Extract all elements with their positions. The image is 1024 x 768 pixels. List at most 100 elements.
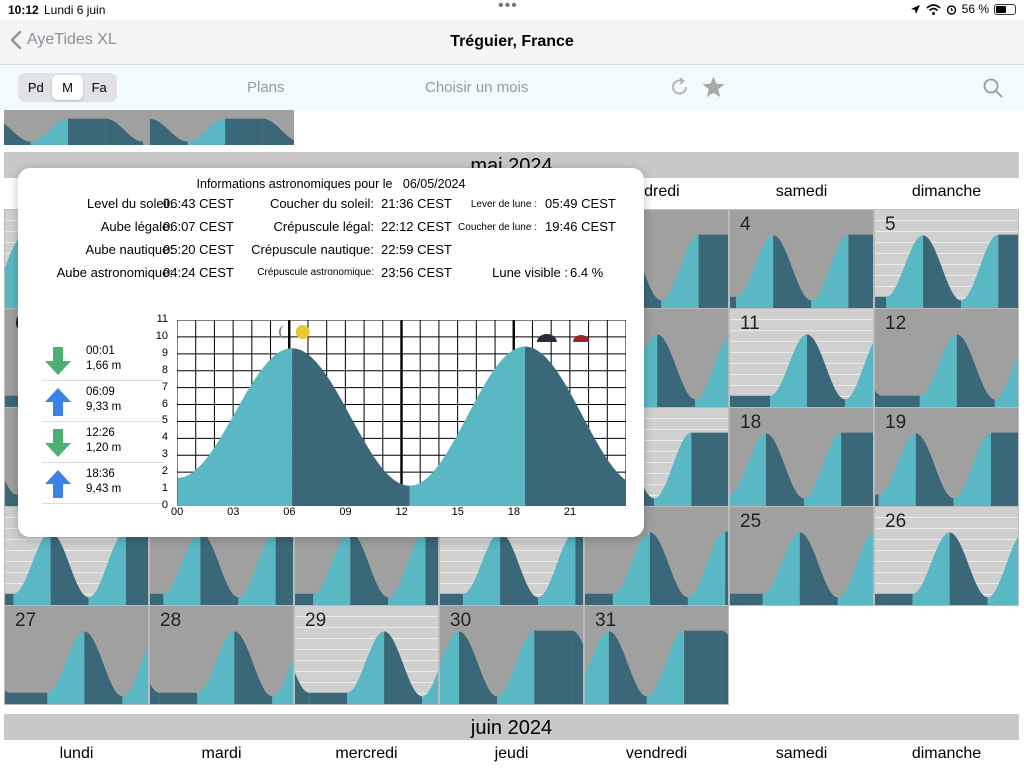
- rising-tide-area: [994, 354, 1018, 407]
- plans-link[interactable]: Plans: [247, 79, 285, 96]
- falling-tide-area: [684, 630, 722, 704]
- segment-fa[interactable]: Fa: [91, 80, 107, 95]
- previous-week-strip: [4, 110, 149, 145]
- y-tick-label: 4: [161, 431, 168, 444]
- y-tick-label: 10: [155, 329, 168, 342]
- tide-chart: [177, 320, 626, 506]
- segment-pd[interactable]: Pd: [27, 80, 44, 95]
- view-segmented-control: Pd M Fa: [18, 73, 117, 102]
- calendar-day-cell[interactable]: 25: [729, 506, 874, 606]
- y-tick-label: 1: [161, 482, 168, 495]
- falling-tide-area: [575, 531, 583, 605]
- sun-icon: [295, 325, 310, 339]
- astronomical-dawn-value: 04:24 CEST: [163, 265, 234, 280]
- day-number: 19: [885, 412, 907, 433]
- y-tick-label: 2: [161, 465, 168, 478]
- falling-tide-area: [350, 532, 389, 605]
- astronomical-dusk-value: 23:56 CEST: [381, 265, 452, 280]
- tide-height: 1,20 m: [86, 442, 122, 454]
- falling-tide-area: [875, 593, 913, 605]
- calendar-day-cell[interactable]: 31: [584, 605, 729, 705]
- y-tick-label: 6: [161, 397, 168, 410]
- rising-tide-area: [496, 630, 535, 704]
- arrow-up-icon: [45, 470, 71, 498]
- weekday-header: vendredi: [625, 745, 688, 762]
- day-number: 27: [15, 610, 37, 631]
- day-number: 25: [740, 511, 762, 532]
- falling-tide-area: [807, 334, 845, 407]
- falling-tide-area: [875, 296, 886, 308]
- moonrise-value: 05:49 CEST: [545, 196, 616, 211]
- calendar-day-cell[interactable]: 11: [729, 308, 874, 408]
- status-indicators: 56 %: [910, 2, 1016, 16]
- calendar-day-cell[interactable]: 12: [874, 308, 1019, 408]
- day-number: 18: [740, 412, 762, 433]
- falling-tide-area: [200, 532, 239, 605]
- rising-tide-area: [149, 118, 150, 145]
- search-icon[interactable]: [982, 77, 1004, 99]
- sunrise-value: 06:43 CEST: [163, 196, 234, 211]
- y-tick-label: 8: [161, 363, 168, 376]
- rising-tide-area: [912, 532, 950, 605]
- falling-tide-area: [765, 433, 804, 506]
- back-button[interactable]: AyeTides XL: [10, 30, 117, 50]
- choose-month-link[interactable]: Choisir un mois: [425, 79, 529, 96]
- calendar-day-cell[interactable]: 26: [874, 506, 1019, 606]
- calendar-day-cell[interactable]: 5: [874, 209, 1019, 309]
- rising-tide-area: [187, 118, 226, 145]
- calendar-day-cell[interactable]: 4: [729, 209, 874, 309]
- rising-tide-area: [177, 348, 293, 506]
- rising-tide-area: [388, 531, 426, 605]
- falling-tide-area: [84, 631, 123, 704]
- day-number: 28: [160, 610, 182, 631]
- civil-dawn-label: Aube légale:: [100, 219, 173, 234]
- tide-event-row: 00:01 1,66 m: [42, 341, 164, 381]
- rising-tide-area: [13, 532, 51, 605]
- falling-tide-area: [68, 118, 106, 145]
- rising-tide-area: [960, 234, 999, 308]
- refresh-icon[interactable]: [669, 76, 691, 98]
- falling-tide-area: [9, 692, 48, 704]
- falling-tide-area: [159, 692, 198, 704]
- segment-m[interactable]: M: [51, 75, 84, 100]
- x-tick-label: 18: [507, 506, 520, 518]
- calendar-day-cell[interactable]: 29: [294, 605, 439, 705]
- astronomical-dawn-label: Aube astronomique:: [56, 265, 173, 280]
- rising-tide-area: [695, 335, 728, 407]
- day-number: 4: [740, 214, 751, 235]
- multitask-dots[interactable]: •••: [498, 0, 518, 14]
- weekday-header: mercredi: [335, 745, 398, 762]
- calendar-day-cell[interactable]: 30: [439, 605, 584, 705]
- rising-tide-area: [654, 432, 692, 506]
- weekday-header: lundi: [59, 745, 94, 762]
- rising-tide-area: [919, 334, 957, 407]
- calendar-day-cell[interactable]: 18: [729, 407, 874, 507]
- falling-tide-area: [275, 531, 293, 605]
- x-tick-label: 21: [563, 506, 577, 518]
- tide-event-row: 18:36 9,43 m: [42, 464, 164, 504]
- falling-tide-area: [295, 593, 314, 605]
- star-icon[interactable]: [701, 75, 726, 99]
- calendar-day-cell[interactable]: 27: [4, 605, 149, 705]
- nautical-dawn-label: Aube nautique:: [85, 242, 173, 257]
- month-header-june: juin 2024: [4, 714, 1019, 740]
- falling-tide-area: [691, 432, 728, 506]
- tide-height: 1,66 m: [86, 360, 122, 372]
- falling-tide-area: [309, 692, 348, 704]
- civil-dusk-value: 22:12 CEST: [381, 219, 452, 234]
- calendar-day-cell[interactable]: 28: [149, 605, 294, 705]
- falling-tide-area: [649, 532, 688, 605]
- weekday-header: jeudi: [494, 745, 529, 762]
- rising-tide-area: [538, 531, 576, 605]
- tide-time: 12:26: [86, 427, 115, 439]
- tide-event-row: 06:09 9,33 m: [42, 382, 164, 422]
- falling-tide-area: [730, 395, 733, 407]
- previous-week-strip: [149, 110, 294, 145]
- nautical-dusk-value: 22:59 CEST: [381, 242, 452, 257]
- moonset-label: Coucher de lune :: [458, 222, 537, 233]
- calendar-day-cell[interactable]: 19: [874, 407, 1019, 507]
- astronomical-info-popup[interactable]: Informations astronomiques pour le 06/05…: [18, 168, 644, 537]
- rising-tide-area: [440, 631, 460, 704]
- rising-tide-area: [163, 532, 201, 605]
- falling-tide-area: [773, 235, 812, 308]
